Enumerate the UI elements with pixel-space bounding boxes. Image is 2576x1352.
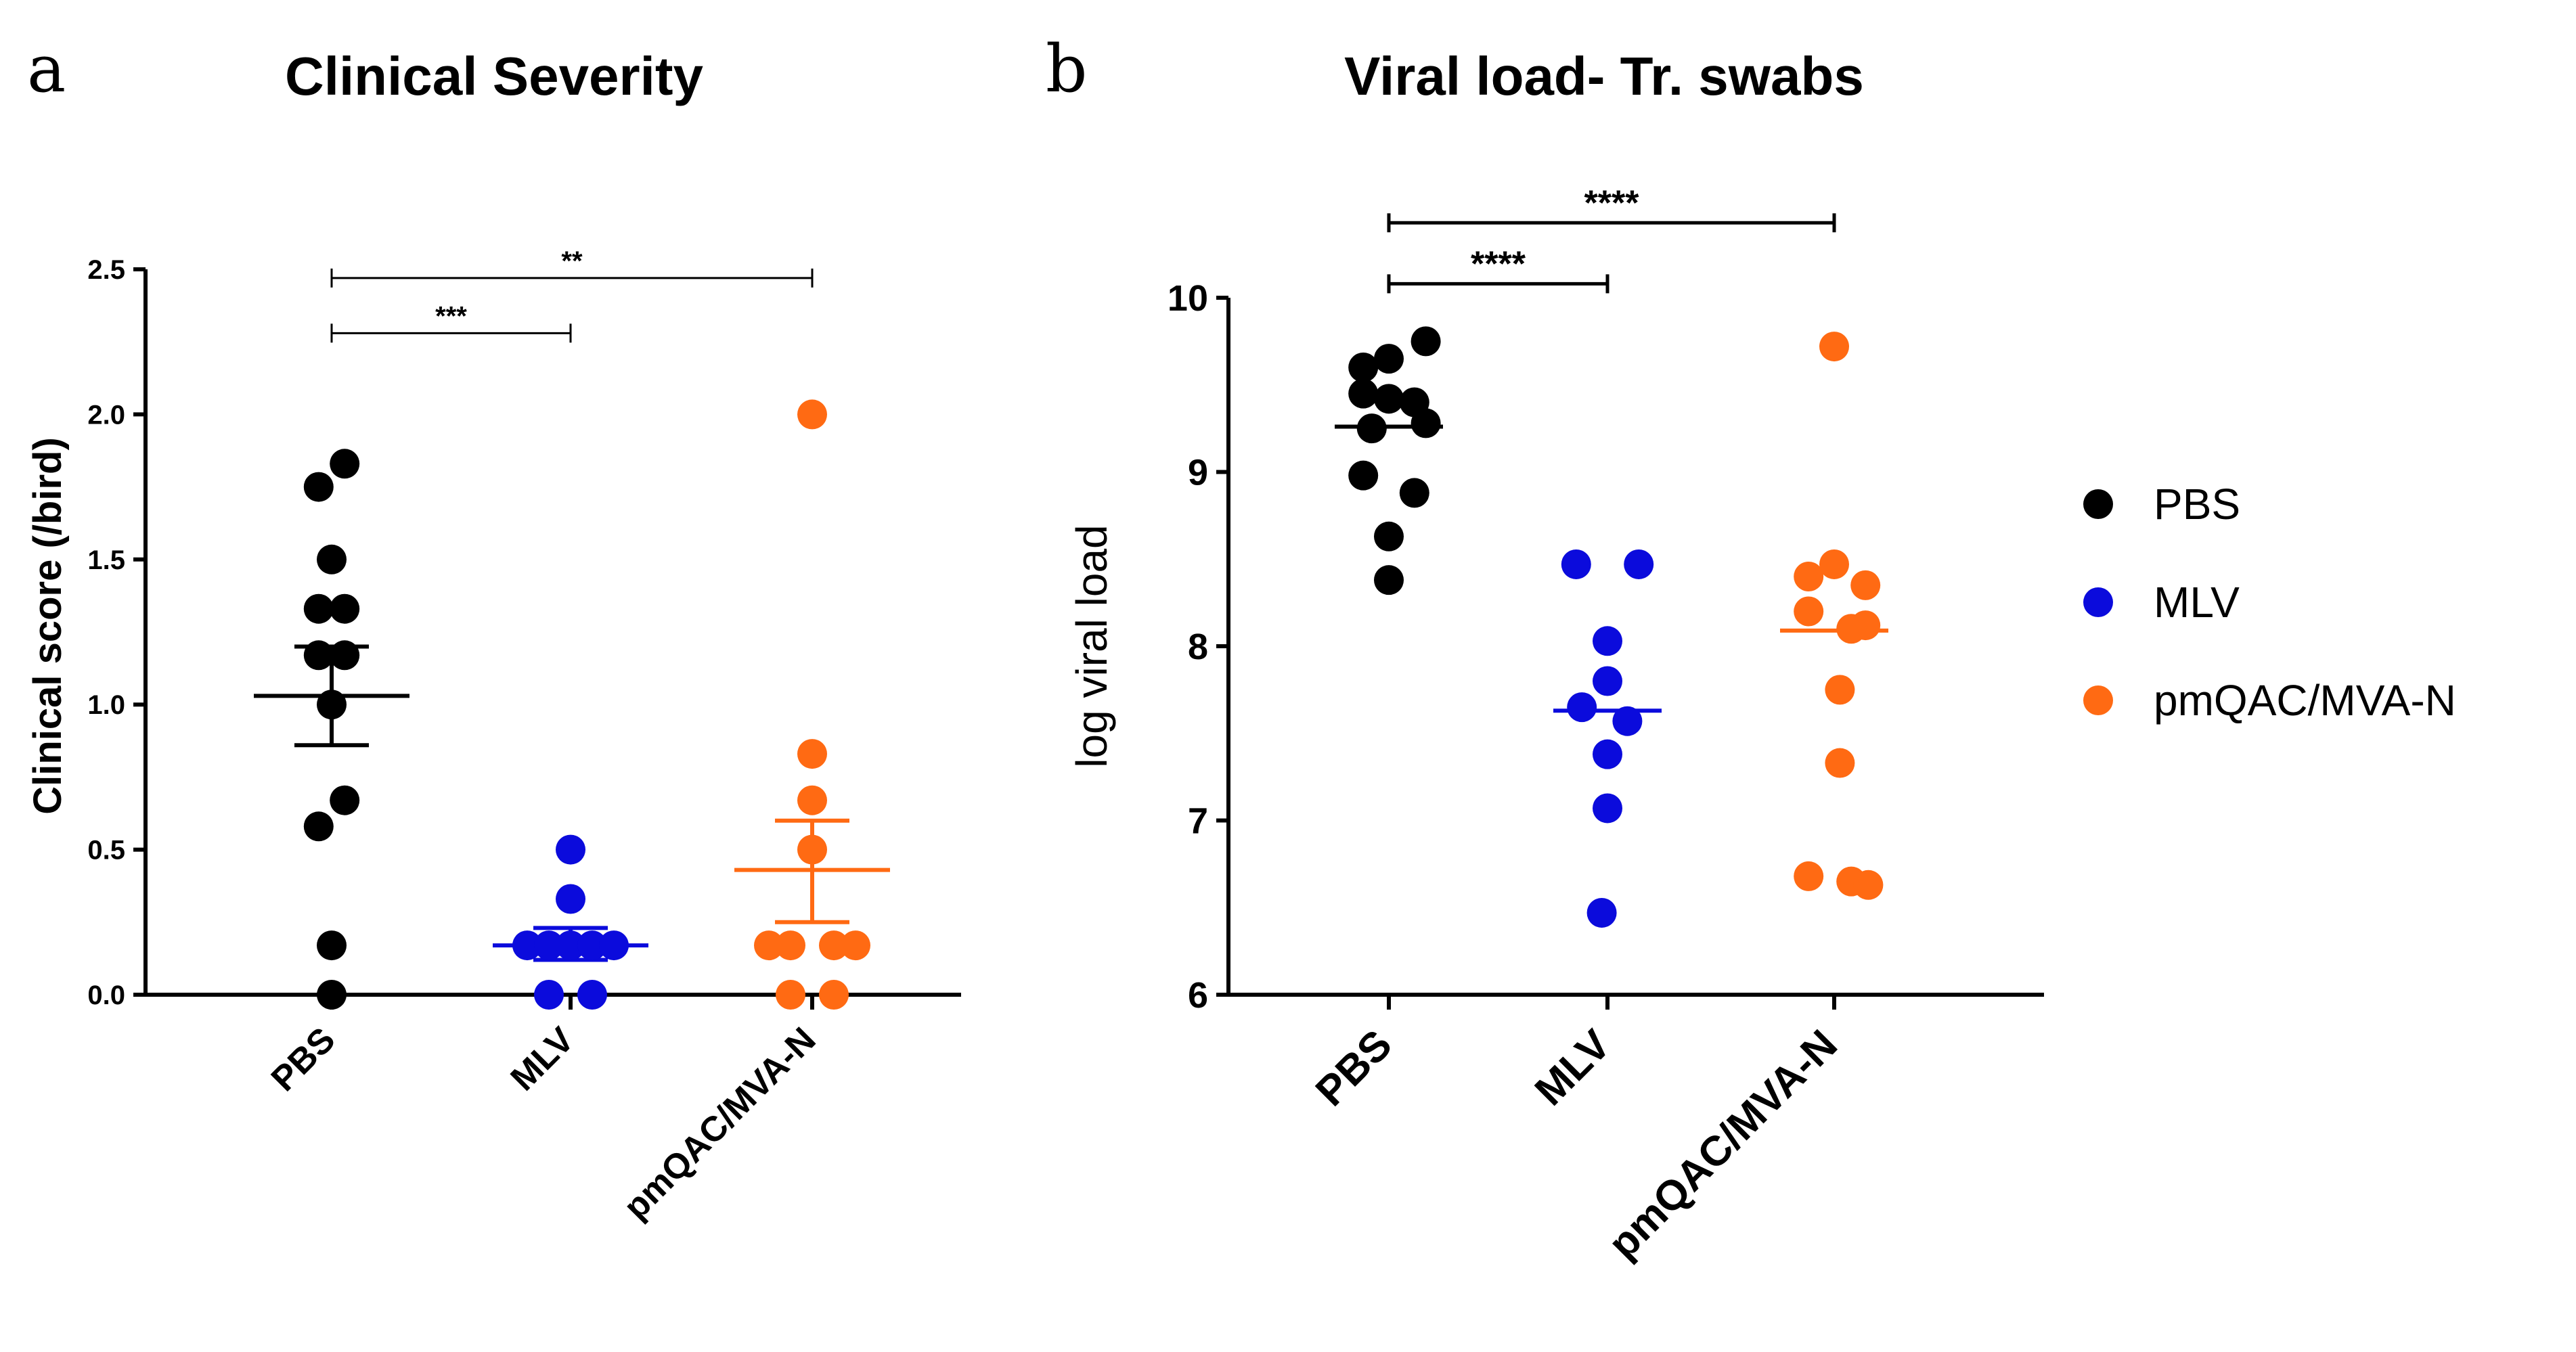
panel-a-data-point-mlv (577, 930, 607, 961)
panel-a-data-point-pmqac-mva-n (819, 980, 849, 1010)
panel-a-data-point-pbs (330, 449, 360, 479)
panel-a-data-point-pbs (330, 785, 360, 815)
panel-a-label: a (27, 31, 66, 107)
panel-a-data-point-pbs (303, 472, 334, 502)
panel-a-data-point-pbs (303, 593, 334, 624)
panel-a-data-point-pbs (303, 811, 334, 842)
panel-a-data-point-mlv (556, 930, 585, 961)
panel-a-data-point-mlv (556, 884, 585, 914)
panel-a-category-label-pbs: PBS (264, 1020, 343, 1099)
panel-b-data-point-mlv (1586, 897, 1617, 928)
panel-a-data-point-pbs (303, 640, 334, 671)
panel-b-data-point-mlv (1593, 793, 1622, 824)
panel-a-ytick-label: 1.0 (87, 690, 125, 720)
legend-label-pmqac-mva-n: pmQAC/MVA-N (2154, 676, 2456, 725)
panel-b-data-point-pmqac-mva-n (1836, 614, 1867, 644)
panel-b-data-point-pmqac-mva-n (1794, 861, 1824, 891)
legend-label-mlv: MLV (2154, 578, 2240, 627)
panel-b-data-point-pmqac-mva-n (1853, 870, 1884, 900)
panel-a-data-point-mlv (577, 980, 607, 1010)
panel-a-data-point-pmqac-mva-n (797, 399, 827, 430)
panel-b-data-point-pbs (1411, 408, 1441, 438)
panel-b-category-label-mlv: MLV (1526, 1021, 1620, 1114)
panel-a-data-point-pmqac-mva-n (797, 785, 827, 815)
panel-b-data-point-pmqac-mva-n (1819, 332, 1849, 362)
panel-a-data-point-pmqac-mva-n (797, 834, 827, 865)
panel-a-category-label-mlv: MLV (504, 1020, 582, 1098)
panel-a-data-point-pmqac-mva-n (776, 980, 805, 1010)
panel-a-title: Clinical Severity (285, 46, 704, 106)
panel-a-data-point-pmqac-mva-n (797, 739, 827, 769)
panel-b-ytick-label: 8 (1188, 627, 1208, 667)
panel-b-data-point-mlv (1593, 666, 1622, 696)
panel-a-data-point-pbs (317, 690, 347, 720)
panel-b-category-label-pbs: PBS (1307, 1021, 1401, 1115)
panel-b-data-point-mlv (1612, 706, 1643, 736)
panel-b-data-point-pbs (1374, 384, 1404, 414)
panel-b-data-point-mlv (1593, 626, 1622, 656)
panel-b-data-point-pmqac-mva-n (1794, 596, 1824, 627)
panel-a-category-label-pmqac-mva-n: pmQAC/MVA-N (617, 1020, 824, 1227)
panel-b-data-point-pbs (1348, 378, 1379, 409)
panel-b-data-point-pbs (1374, 565, 1404, 595)
panel-b-data-point-pbs (1374, 344, 1404, 374)
panel-b-data-point-pbs (1411, 326, 1441, 357)
panel-a-sig-label: *** (435, 301, 467, 331)
panel-b-data-point-pmqac-mva-n (1825, 675, 1855, 705)
panel-a-data-point-pmqac-mva-n (776, 930, 805, 961)
panel-b-data-point-pbs (1356, 413, 1387, 444)
panel-b-data-point-pbs (1348, 460, 1379, 491)
panel-b-data-point-mlv (1593, 739, 1622, 769)
panel-b-sig-label: **** (1471, 244, 1526, 284)
panel-a-ytick-label: 2.0 (87, 400, 125, 430)
panel-b-data-point-mlv (1561, 549, 1591, 579)
panel-b-data-point-mlv (1624, 549, 1654, 579)
panel-b-ytick-label: 7 (1188, 801, 1208, 841)
panel-b-data-point-pbs (1348, 353, 1379, 382)
panel-a-data-point-pmqac-mva-n (841, 930, 870, 961)
panel-b-data-point-pbs (1399, 478, 1429, 508)
panel-b-ytick-label: 10 (1168, 278, 1208, 319)
legend: PBS MLV pmQAC/MVA-N (2083, 480, 2456, 725)
panel-b-data-point-pbs (1374, 521, 1404, 551)
panel-b-ylabel: log viral load (1067, 524, 1116, 767)
panel-a-data-point-pbs (330, 640, 360, 671)
panel-a-data-point-mlv (599, 930, 629, 961)
legend-marker-pbs (2083, 489, 2113, 519)
panel-b-title: Viral load- Tr. swabs (1344, 46, 1864, 106)
panel-a-ytick-label: 2.5 (87, 255, 125, 285)
panel-a-ytick-label: 0.0 (87, 981, 125, 1010)
panel-a-sig-label: ** (561, 246, 583, 276)
panel-b-data-point-pmqac-mva-n (1819, 549, 1849, 579)
panel-a-data-point-mlv (534, 930, 564, 961)
panel-a-data-point-pbs (317, 930, 347, 961)
panel-b-data-point-mlv (1567, 692, 1597, 723)
legend-marker-pmqac-mva-n (2083, 685, 2113, 715)
legend-marker-mlv (2083, 587, 2113, 617)
panel-a-data-point-mlv (556, 834, 585, 865)
panel-b-label: b (1046, 31, 1087, 107)
panel-b-category-label-pmqac-mva-n: pmQAC/MVA-N (1599, 1021, 1846, 1268)
panel-b-ytick-label: 6 (1188, 975, 1208, 1016)
panel-b-data-point-pmqac-mva-n (1825, 748, 1855, 778)
panel-b-data-point-pmqac-mva-n (1850, 570, 1881, 600)
panel-a-data-point-mlv (512, 930, 542, 961)
panel-a-data-point-pmqac-mva-n (754, 930, 784, 961)
legend-label-pbs: PBS (2154, 480, 2240, 528)
panel-a-data-point-pbs (330, 593, 360, 624)
panel-a-ytick-label: 1.5 (87, 545, 125, 575)
panel-a-data-point-pbs (317, 980, 347, 1010)
panel-a-data-point-pmqac-mva-n (819, 930, 849, 961)
panel-b-data-point-pmqac-mva-n (1794, 562, 1824, 591)
panel-a-ytick-label: 0.5 (87, 836, 125, 865)
panel-a-data-point-mlv (534, 980, 564, 1010)
panel-b-sig-label: **** (1584, 183, 1640, 223)
panel-b-ytick-label: 9 (1188, 452, 1208, 493)
panel-a-data-point-pbs (317, 544, 347, 574)
panel-a-ylabel: Clinical score (/bird) (26, 437, 70, 815)
